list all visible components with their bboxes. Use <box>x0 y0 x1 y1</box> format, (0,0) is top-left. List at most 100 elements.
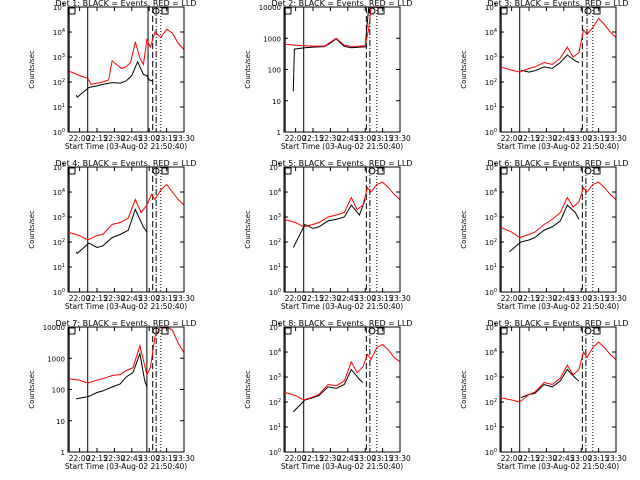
x-tick-label: 23:15 <box>372 134 394 143</box>
x-tick-label: 22:00 <box>69 454 91 463</box>
x-tick-label: 23:15 <box>156 294 178 303</box>
y-tick-label: 103 <box>53 53 65 62</box>
x-tick-label: 22:45 <box>553 294 575 303</box>
y-tick-label: 10 <box>272 98 281 106</box>
x-tick-label: 22:45 <box>121 454 143 463</box>
series-line-lld <box>283 6 383 47</box>
x-axis-title: Start Time (03-Aug-02 21:50:40) <box>281 302 403 311</box>
panel-title: Det 1: BLACK = Events, RED = LLD <box>56 0 197 8</box>
x-tick-label: 23:15 <box>588 454 610 463</box>
series-line-events <box>292 6 370 92</box>
x-axis-title: Start Time (03-Aug-02 21:50:40) <box>281 142 403 151</box>
corner-circle <box>152 167 160 175</box>
corner-box-right <box>377 7 385 15</box>
x-tick-label: 23:15 <box>372 454 394 463</box>
plot-frame <box>67 326 185 453</box>
x-tick-label: 22:00 <box>285 294 307 303</box>
x-tick-label: 23:00 <box>138 294 160 303</box>
y-tick-label: 101 <box>53 103 65 112</box>
y-axis-label: Counts/sec <box>28 210 36 249</box>
detector-panel-1: Det 1: BLACK = Events, RED = LLD22:0022:… <box>28 0 196 151</box>
y-tick-label: 10000 <box>43 324 65 332</box>
x-tick-label: 22:15 <box>518 134 540 143</box>
x-tick-label: 22:00 <box>501 294 523 303</box>
corner-box-left <box>500 7 508 15</box>
y-tick-label: 103 <box>485 213 497 222</box>
x-tick-label: 23:15 <box>156 454 178 463</box>
series-line-events <box>520 54 580 73</box>
x-tick-label: 22:30 <box>104 134 126 143</box>
y-tick-label: 104 <box>269 348 281 357</box>
x-tick-label: 22:30 <box>536 454 558 463</box>
series-line-events <box>292 368 364 413</box>
y-tick-label: 100 <box>52 387 65 395</box>
panel-title: Det 2: BLACK = Events, RED = LLD <box>272 0 413 8</box>
y-tick-label: 100 <box>268 67 281 75</box>
y-axis-label: Counts/sec <box>460 370 468 409</box>
x-axis-title: Start Time (03-Aug-02 21:50:40) <box>65 302 187 311</box>
y-tick-label: 105 <box>485 323 497 332</box>
corner-circle <box>584 7 592 15</box>
y-axis-label: Counts/sec <box>460 50 468 89</box>
y-tick-label: 104 <box>485 28 497 37</box>
y-tick-label: 1 <box>277 129 281 137</box>
x-tick-label: 22:45 <box>337 134 359 143</box>
x-tick-label: 23:00 <box>354 294 376 303</box>
y-tick-label: 100 <box>53 128 65 137</box>
series-line-lld <box>67 28 185 85</box>
y-tick-label: 100 <box>269 288 281 297</box>
x-tick-label: 22:45 <box>121 294 143 303</box>
x-tick-label: 22:45 <box>553 454 575 463</box>
y-tick-label: 102 <box>53 238 65 247</box>
x-tick-label: 22:45 <box>121 134 143 143</box>
y-tick-label: 101 <box>269 263 281 272</box>
y-tick-label: 104 <box>485 348 497 357</box>
y-tick-label: 102 <box>269 398 281 407</box>
detector-panel-8: Det 8: BLACK = Events, RED = LLD22:0022:… <box>244 319 412 471</box>
x-tick-label: 23:30 <box>173 294 195 303</box>
corner-circle <box>368 327 376 335</box>
corner-box-right <box>377 327 385 335</box>
y-tick-label: 100 <box>53 288 65 297</box>
x-tick-label: 23:15 <box>588 134 610 143</box>
x-tick-label: 22:30 <box>320 454 342 463</box>
x-axis-title: Start Time (03-Aug-02 21:50:40) <box>497 302 619 311</box>
y-axis-label: Counts/sec <box>460 210 468 249</box>
x-tick-label: 23:30 <box>389 454 411 463</box>
x-tick-label: 22:15 <box>518 294 540 303</box>
detector-panel-6: Det 6: BLACK = Events, RED = LLD22:0022:… <box>460 159 628 311</box>
y-tick-label: 103 <box>269 213 281 222</box>
x-tick-label: 23:30 <box>173 134 195 143</box>
detector-panel-4: Det 4: BLACK = Events, RED = LLD22:0022:… <box>28 159 196 311</box>
detector-panel-7: Det 7: BLACK = Events, RED = LLD22:0022:… <box>28 319 196 471</box>
x-tick-label: 23:30 <box>173 454 195 463</box>
y-tick-label: 101 <box>485 263 497 272</box>
y-tick-label: 100 <box>485 288 497 297</box>
corner-box-right <box>593 327 601 335</box>
y-tick-label: 105 <box>485 163 497 172</box>
y-tick-label: 10000 <box>259 4 281 12</box>
x-tick-label: 22:30 <box>104 294 126 303</box>
x-tick-label: 23:00 <box>138 454 160 463</box>
plot-frame <box>283 326 401 453</box>
y-tick-label: 105 <box>53 3 65 12</box>
x-tick-label: 23:00 <box>354 454 376 463</box>
y-tick-label: 102 <box>485 78 497 87</box>
y-axis-label: Counts/sec <box>28 50 36 89</box>
corner-box-right <box>377 167 385 175</box>
detector-panel-2: Det 2: BLACK = Events, RED = LLD22:0022:… <box>244 0 412 151</box>
y-axis-label: Counts/sec <box>244 210 252 249</box>
x-tick-label: 22:30 <box>320 294 342 303</box>
corner-circle <box>584 167 592 175</box>
corner-box-left <box>284 167 292 175</box>
x-tick-label: 22:45 <box>337 294 359 303</box>
corner-box-left <box>284 7 292 15</box>
y-tick-label: 104 <box>53 188 65 197</box>
y-axis-label: Counts/sec <box>244 370 252 409</box>
series-line-lld <box>499 341 617 403</box>
y-axis-label: Counts/sec <box>28 370 36 409</box>
x-tick-label: 23:00 <box>570 134 592 143</box>
panel-title: Det 4: BLACK = Events, RED = LLD <box>56 159 197 168</box>
panel-title: Det 3: BLACK = Events, RED = LLD <box>488 0 629 8</box>
